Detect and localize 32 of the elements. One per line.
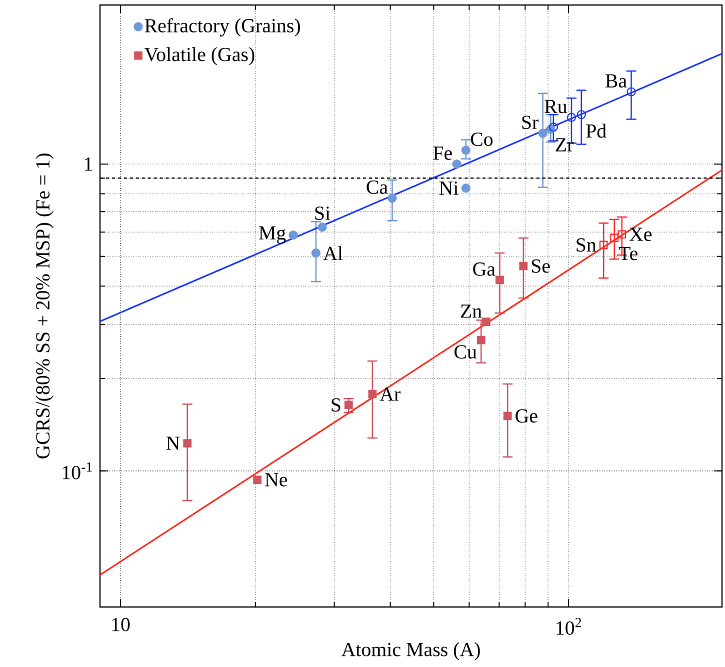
annotation: Co [470, 132, 493, 146]
annotation: Ru [544, 100, 567, 114]
annotation: Mg [259, 226, 286, 244]
annotation: Fe [433, 146, 452, 160]
annotation: S [332, 398, 340, 412]
annotation: Ne [265, 473, 288, 486]
annotation: Ni [439, 182, 458, 195]
legend-label: Volatile (Gas) [144, 47, 254, 66]
annotation: Ga [473, 262, 496, 276]
x-axis-title: Atomic Mass (A) [341, 642, 480, 660]
annotation: Al [323, 246, 343, 260]
annotation: Pd [586, 124, 606, 138]
annotation: Zn [460, 304, 482, 318]
annotation: Ar [380, 387, 400, 401]
annotation: N [166, 436, 180, 450]
annotation: Se [532, 259, 550, 273]
annotation: Ca [366, 180, 388, 194]
annotation: Zr [556, 138, 574, 152]
annotation: Si [315, 206, 330, 220]
legend-label: Refractory (Grains) [144, 18, 300, 37]
y-tick-label: 10$^{-1}$ [62, 462, 92, 480]
annotation: Cu [454, 345, 477, 359]
annotation: Ge [516, 409, 538, 423]
annotation: Te [618, 246, 638, 260]
x-tick-label: 10$^{2}$ [556, 618, 582, 635]
annotation: Sn [576, 238, 596, 252]
annotation: Xe [629, 228, 652, 241]
y-tick-label: 1 [84, 157, 92, 171]
annotation: Sr [522, 116, 538, 130]
y-axis-title: GCRS/(80% SS + 20% MSP) (Fe = 1) [36, 154, 54, 458]
x-tick-label: 10 [112, 618, 130, 632]
annotation: Ba [606, 74, 627, 88]
